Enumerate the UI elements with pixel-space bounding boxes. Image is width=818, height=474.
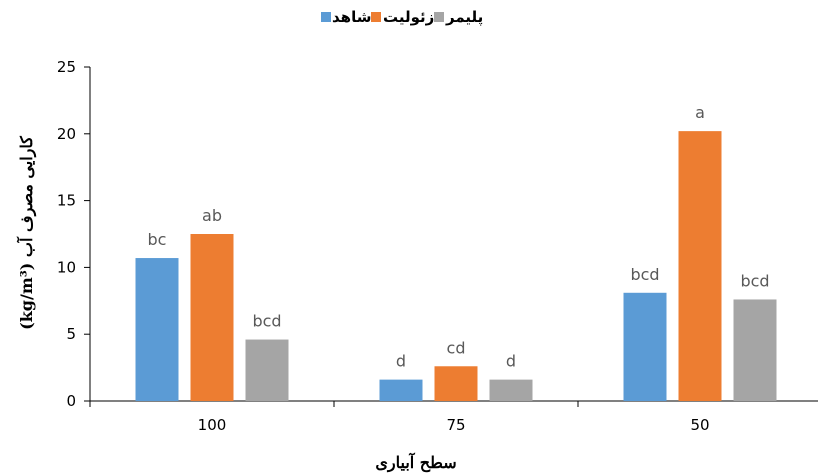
y-tick-label: 5 — [66, 325, 76, 343]
y-tick-label: 15 — [57, 192, 76, 210]
x-axis-title: سطح آبیاری — [375, 451, 456, 473]
data-label: bcd — [740, 271, 769, 290]
legend-label: شاهد — [332, 8, 371, 26]
bar — [190, 234, 234, 401]
bar — [245, 339, 289, 401]
y-tick-label: 20 — [57, 125, 76, 143]
y-axis-title: (kg/m³) کارایی مصرف آب — [15, 136, 37, 330]
legend-swatch — [434, 12, 444, 22]
x-tick-label: 75 — [446, 416, 465, 434]
bar — [434, 366, 478, 401]
data-label: bcd — [630, 265, 659, 284]
y-tick-label: 0 — [66, 392, 76, 410]
data-label: ab — [202, 206, 222, 225]
bars — [135, 131, 777, 402]
data-label: cd — [447, 338, 466, 357]
legend-label: پلیمر — [445, 8, 483, 27]
legend-label: زئولیت — [383, 8, 434, 26]
x-tick-label: 50 — [690, 416, 709, 434]
bar — [135, 258, 179, 401]
legend-swatch — [371, 12, 381, 22]
data-label: a — [695, 103, 705, 122]
bar — [623, 292, 667, 401]
bar — [678, 131, 722, 402]
data-label: d — [396, 352, 406, 371]
data-label: bcd — [252, 312, 281, 331]
data-label: d — [506, 352, 516, 371]
data-labels: bc ab bcd d cd d bcd a bcd — [148, 103, 770, 370]
data-label: bc — [148, 230, 167, 249]
bar — [733, 299, 777, 401]
y-tick-label: 10 — [57, 258, 76, 276]
legend: شاهد زئولیت پلیمر — [321, 8, 483, 27]
bar — [489, 379, 533, 401]
bar — [379, 379, 423, 401]
y-tick-label: 25 — [57, 58, 76, 76]
x-axis: 100 75 50 — [89, 400, 818, 434]
x-tick-label: 100 — [198, 416, 227, 434]
y-axis: 0 5 10 15 20 25 — [57, 58, 91, 410]
legend-swatch — [321, 12, 331, 22]
